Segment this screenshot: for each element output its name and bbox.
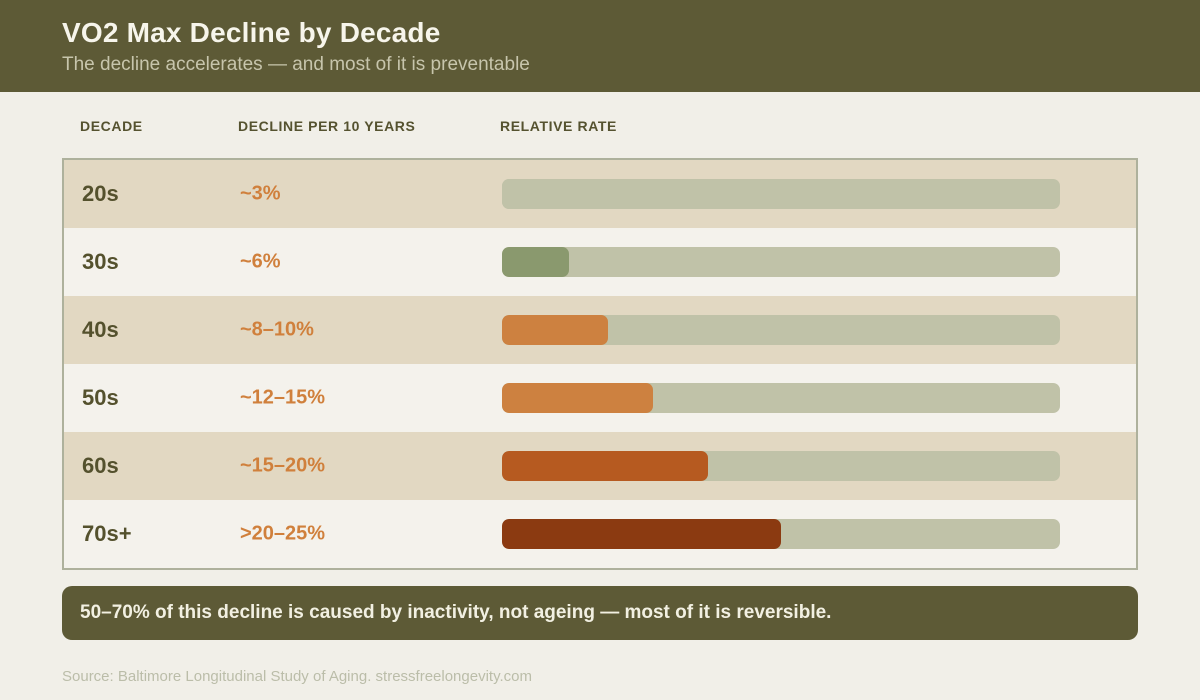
column-header-decade: DECADE [80,118,143,134]
rate-bar-track [502,179,1060,209]
rate-bar-track [502,315,1060,345]
rate-bar-track [502,247,1060,277]
decline-cell: ~8–10% [240,318,314,341]
rate-bar-track [502,383,1060,413]
decade-table: 20s ~3% 30s ~6% 40s ~8–10% 50s ~12–15% 6… [62,158,1138,570]
decade-cell: 30s [82,249,119,274]
rate-bar-fill [502,315,609,345]
table-row: 40s ~8–10% [64,296,1136,364]
page-subtitle: The decline accelerates — and most of it… [62,53,530,75]
header-banner: VO2 Max Decline by Decade The decline ac… [0,0,1200,92]
rate-bar-fill [502,383,653,413]
table-row: 50s ~12–15% [64,364,1136,432]
decline-cell: >20–25% [240,522,326,545]
rate-bar-track [502,451,1060,481]
source-text: Source: Baltimore Longitudinal Study of … [62,668,532,685]
rate-bar-track [502,519,1060,549]
page-title: VO2 Max Decline by Decade [62,16,441,48]
column-header-relative-rate: RELATIVE RATE [500,118,617,134]
table-row: 70s+ >20–25% [64,500,1136,568]
table-row: 30s ~6% [64,228,1136,296]
decade-cell: 50s [82,385,119,410]
rate-bar-fill [502,179,536,209]
decade-cell: 70s+ [82,521,132,546]
decline-cell: ~3% [240,182,281,205]
rate-bar-fill [502,451,709,481]
decline-cell: ~12–15% [240,386,326,409]
table-row: 60s ~15–20% [64,432,1136,500]
decade-cell: 20s [82,181,119,206]
rate-bar-fill [502,519,781,549]
rate-bar-fill [502,247,569,277]
column-header-row: DECADE DECLINE PER 10 YEARS RELATIVE RAT… [62,92,1138,158]
table-row: 20s ~3% [64,160,1136,228]
column-header-decline: DECLINE PER 10 YEARS [238,118,416,134]
decline-cell: ~6% [240,250,281,273]
decade-cell: 40s [82,317,119,342]
decade-cell: 60s [82,453,119,478]
decline-cell: ~15–20% [240,454,326,477]
callout-text: 50–70% of this decline is caused by inac… [80,602,832,623]
callout-banner: 50–70% of this decline is caused by inac… [62,586,1138,640]
